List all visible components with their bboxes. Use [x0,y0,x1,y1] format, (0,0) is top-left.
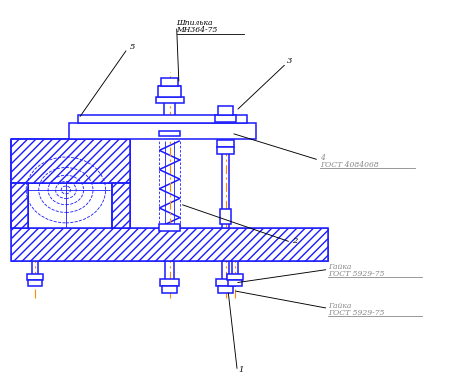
Text: Шпилька: Шпилька [177,20,213,27]
Text: ГОСТ 5929-75: ГОСТ 5929-75 [329,269,385,278]
Text: 5: 5 [130,43,135,51]
Bar [112,183,130,228]
Bar [228,280,242,286]
Text: 3: 3 [287,57,293,66]
Bar [227,274,243,280]
Text: МН364-75: МН364-75 [177,27,218,34]
Text: 2: 2 [292,237,298,245]
Bar [158,86,181,98]
Bar [159,131,180,136]
Bar [11,228,329,261]
Bar [156,98,184,103]
Bar [216,279,235,286]
Bar [215,115,236,122]
Bar [29,280,41,286]
Text: ГОСТ 4084068: ГОСТ 4084068 [320,161,379,169]
Bar [11,139,130,183]
Bar [220,209,231,224]
Bar [217,147,234,154]
Bar [159,224,180,231]
Text: Гайка: Гайка [329,262,352,271]
Text: ГОСТ 5929-75: ГОСТ 5929-75 [329,309,385,317]
Text: Гайка: Гайка [329,302,352,310]
Bar [112,183,130,228]
Text: 1: 1 [239,366,244,374]
Bar [218,286,233,293]
Bar [162,286,177,293]
Text: 4: 4 [320,154,325,162]
Bar [161,78,178,86]
Bar [69,122,256,139]
Bar [27,274,43,280]
Bar [78,115,247,122]
Bar [11,139,130,183]
Bar [11,183,29,228]
Bar [218,106,233,115]
Bar [11,228,329,261]
Bar [11,183,29,228]
Bar [160,279,179,286]
Bar [217,140,234,147]
